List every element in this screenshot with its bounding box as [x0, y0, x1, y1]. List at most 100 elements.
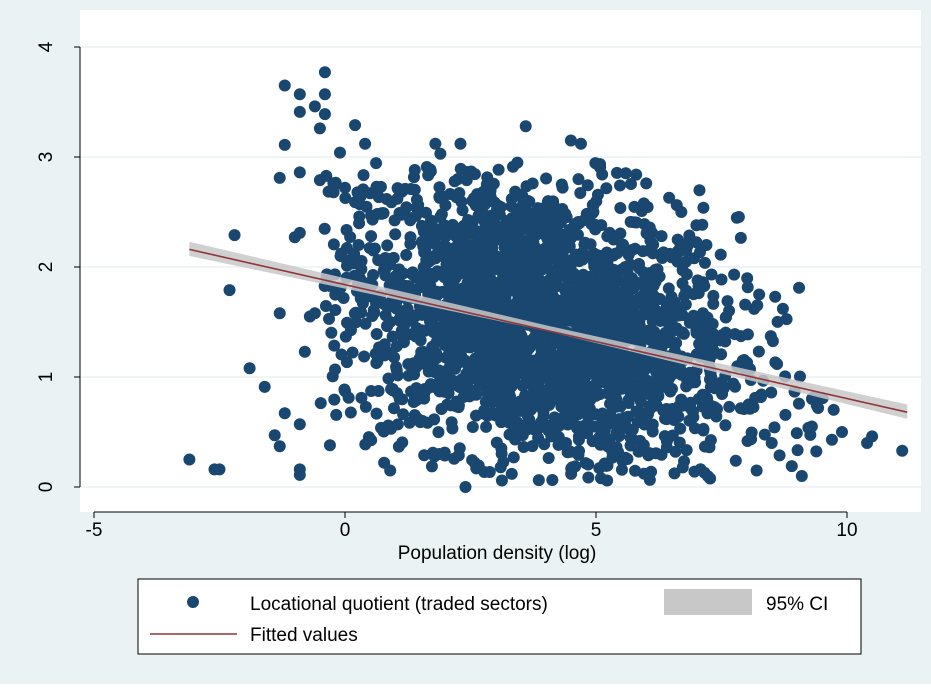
scatter-point: [624, 215, 637, 228]
scatter-point: [583, 282, 596, 295]
scatter-point: [318, 88, 331, 101]
scatter-point: [385, 383, 398, 396]
scatter-point: [810, 445, 823, 458]
scatter-point: [686, 316, 699, 329]
scatter-point: [404, 237, 417, 250]
scatter-point: [353, 217, 366, 230]
scatter-point: [392, 440, 405, 453]
scatter-point: [355, 306, 368, 319]
scatter-point: [431, 332, 444, 345]
scatter-point: [293, 88, 306, 101]
scatter-point: [714, 334, 727, 347]
scatter-point: [737, 402, 750, 415]
scatter-point: [454, 137, 467, 150]
scatter-point: [323, 312, 336, 325]
scatter-point: [466, 369, 479, 382]
x-tick-label: 10: [836, 520, 857, 541]
scatter-point: [771, 315, 784, 328]
scatter-point: [293, 418, 306, 431]
scatter-point: [480, 420, 493, 433]
scatter-point: [425, 460, 438, 473]
scatter-point: [273, 171, 286, 184]
scatter-point: [478, 229, 491, 242]
scatter-point: [589, 420, 602, 433]
scatter-point: [704, 434, 717, 447]
scatter-point: [611, 308, 624, 321]
scatter-point: [790, 427, 803, 440]
scatter-point: [466, 273, 479, 286]
scatter-point: [528, 281, 541, 294]
scatter-point: [462, 220, 475, 233]
scatter-point: [298, 345, 311, 358]
scatter-point: [776, 302, 789, 315]
scatter-point: [540, 172, 553, 185]
scatter-point: [357, 169, 370, 182]
scatter-point: [668, 409, 681, 422]
scatter-point: [765, 386, 778, 399]
scatter-point: [738, 354, 751, 367]
scatter-point: [696, 218, 709, 231]
scatter-point: [497, 322, 510, 335]
scatter-point: [523, 218, 536, 231]
scatter-point: [278, 138, 291, 151]
scatter-point: [328, 339, 341, 352]
scatter-point: [446, 422, 459, 435]
scatter-point: [547, 208, 560, 221]
scatter-point: [414, 416, 427, 429]
scatter-point: [723, 304, 736, 317]
scatter-point: [358, 350, 371, 363]
scatter-point: [378, 298, 391, 311]
scatter-point: [569, 460, 582, 473]
scatter-point: [626, 375, 639, 388]
scatter-point: [448, 452, 461, 465]
scatter-point: [633, 262, 646, 275]
scatter-point: [601, 438, 614, 451]
scatter-point: [487, 177, 500, 190]
scatter-point: [466, 336, 479, 349]
scatter-point: [656, 251, 669, 264]
scatter-point: [675, 206, 688, 218]
legend-fit-label: Fitted values: [250, 625, 358, 646]
fitted-line: [189, 248, 908, 413]
scatter-point: [609, 247, 622, 260]
x-tick-label: 0: [340, 520, 351, 541]
scatter-point: [516, 379, 529, 392]
scatter-point: [664, 385, 677, 398]
scatter-point: [666, 304, 679, 317]
scatter-point: [521, 343, 534, 356]
scatter-point: [223, 284, 236, 297]
scatter-point: [719, 419, 732, 432]
scatter-point: [546, 473, 559, 486]
scatter-point: [741, 272, 754, 285]
scatter-point: [422, 169, 435, 182]
scatter-point: [571, 275, 584, 288]
scatter-point: [555, 178, 568, 191]
scatter-point: [314, 397, 327, 410]
scatter-point: [447, 288, 460, 301]
scatter-point: [434, 147, 447, 160]
scatter-point: [640, 227, 653, 240]
scatter-point: [453, 338, 466, 351]
scatter-point: [509, 362, 522, 375]
scatter-point: [418, 449, 431, 462]
scatter-point: [579, 457, 592, 470]
scatter-point: [692, 280, 705, 293]
scatter-point: [476, 372, 489, 385]
scatter-point: [618, 291, 631, 304]
scatter-point: [478, 238, 491, 251]
scatter-point: [273, 307, 286, 320]
scatter-point: [386, 330, 399, 343]
scatter-point: [741, 328, 754, 341]
scatter-point: [369, 347, 382, 360]
scatter-point: [693, 184, 706, 197]
scatter-point: [741, 434, 754, 447]
scatter-point: [634, 395, 647, 408]
scatter-point: [415, 219, 428, 232]
scatter-point: [505, 467, 518, 480]
scatter-point: [630, 168, 643, 181]
scatter-point: [472, 264, 485, 277]
scatter-point: [377, 207, 390, 220]
scatter-point: [402, 369, 415, 382]
scatter-point: [673, 400, 686, 413]
